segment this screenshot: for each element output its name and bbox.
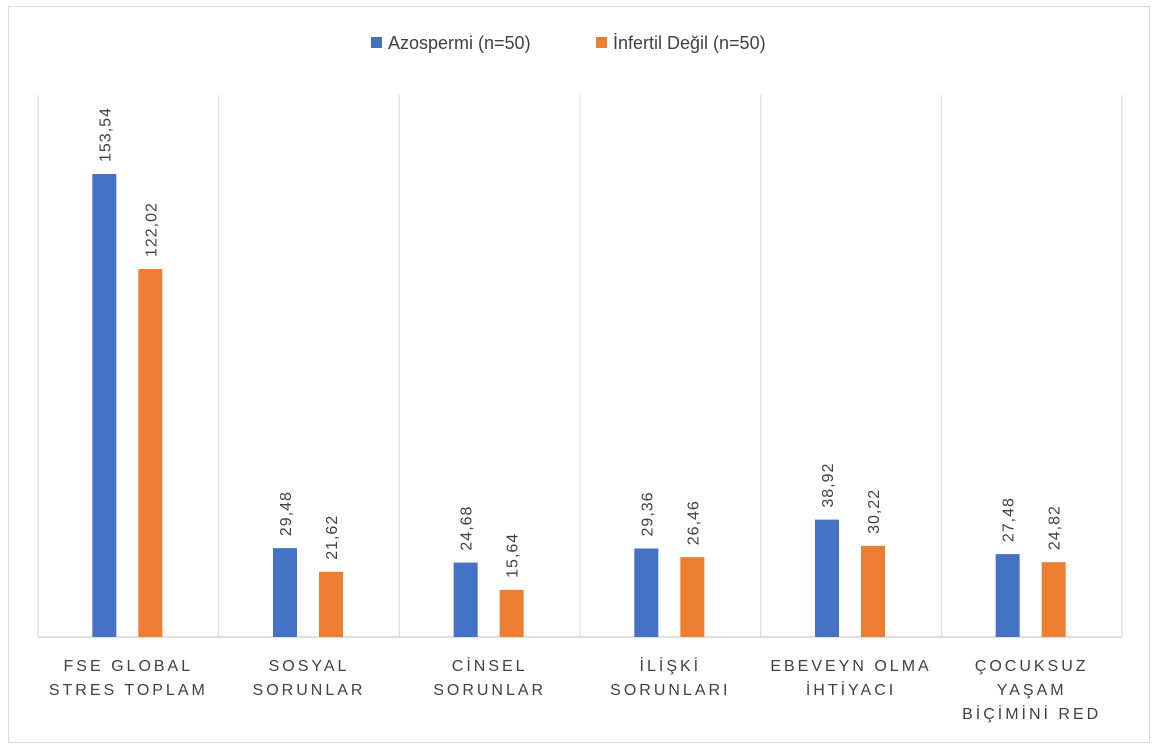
data-label-0-0: 153,54 (97, 107, 114, 162)
legend-swatch-1 (596, 37, 607, 48)
legend-swatch-0 (371, 37, 382, 48)
data-label-3-0: 29,36 (639, 491, 656, 536)
category-label-3-1: SORUNLARI (610, 682, 730, 699)
category-label-5-0: ÇOCUKSUZ (975, 658, 1089, 675)
bar-3-1 (680, 557, 705, 637)
data-label-2-0: 24,68 (459, 506, 476, 551)
legend-label-1: İnfertil Değil (n=50) (613, 33, 766, 53)
data-label-5-0: 27,48 (1001, 497, 1018, 542)
data-label-4-1: 30,22 (866, 489, 883, 534)
category-label-2-0: CİNSEL (452, 656, 528, 675)
legend-label-0: Azospermi (n=50) (388, 33, 531, 53)
category-label-1-1: SORUNLAR (253, 682, 366, 699)
category-label-4-0: EBEVEYN OLMA (770, 658, 931, 675)
category-label-0-1: STRES TOPLAM (49, 682, 208, 699)
category-label-2-1: SORUNLAR (433, 682, 546, 699)
data-label-1-0: 29,48 (278, 491, 295, 536)
bar-0-0 (92, 174, 117, 637)
bar-4-1 (861, 545, 885, 637)
bar-2-1 (499, 589, 524, 637)
bar-5-1 (1041, 562, 1066, 637)
bar-5-0 (995, 554, 1020, 637)
category-label-4-1: İHTİYACI (806, 680, 896, 699)
chart-frame (8, 6, 1150, 743)
data-label-3-1: 26,46 (685, 500, 702, 545)
category-label-3-0: İLİŞKİ (640, 656, 702, 675)
data-label-4-0: 38,92 (820, 463, 837, 508)
category-label-0-0: FSE GLOBAL (64, 658, 194, 675)
bar-3-0 (634, 548, 659, 637)
bar-2-0 (453, 562, 478, 637)
bar-1-1 (319, 571, 343, 637)
data-label-2-1: 15,64 (505, 533, 522, 578)
bar-0-1 (138, 269, 163, 637)
data-label-5-1: 24,82 (1047, 505, 1064, 550)
bar-4-0 (815, 519, 839, 637)
category-label-5-1: YAŞAM (997, 682, 1067, 699)
category-label-5-2: BİÇİMİNİ RED (962, 704, 1101, 723)
data-label-0-1: 122,02 (143, 202, 160, 257)
category-label-1-0: SOSYAL (269, 658, 350, 675)
data-label-1-1: 21,62 (324, 515, 341, 560)
bar-1-0 (273, 548, 297, 637)
